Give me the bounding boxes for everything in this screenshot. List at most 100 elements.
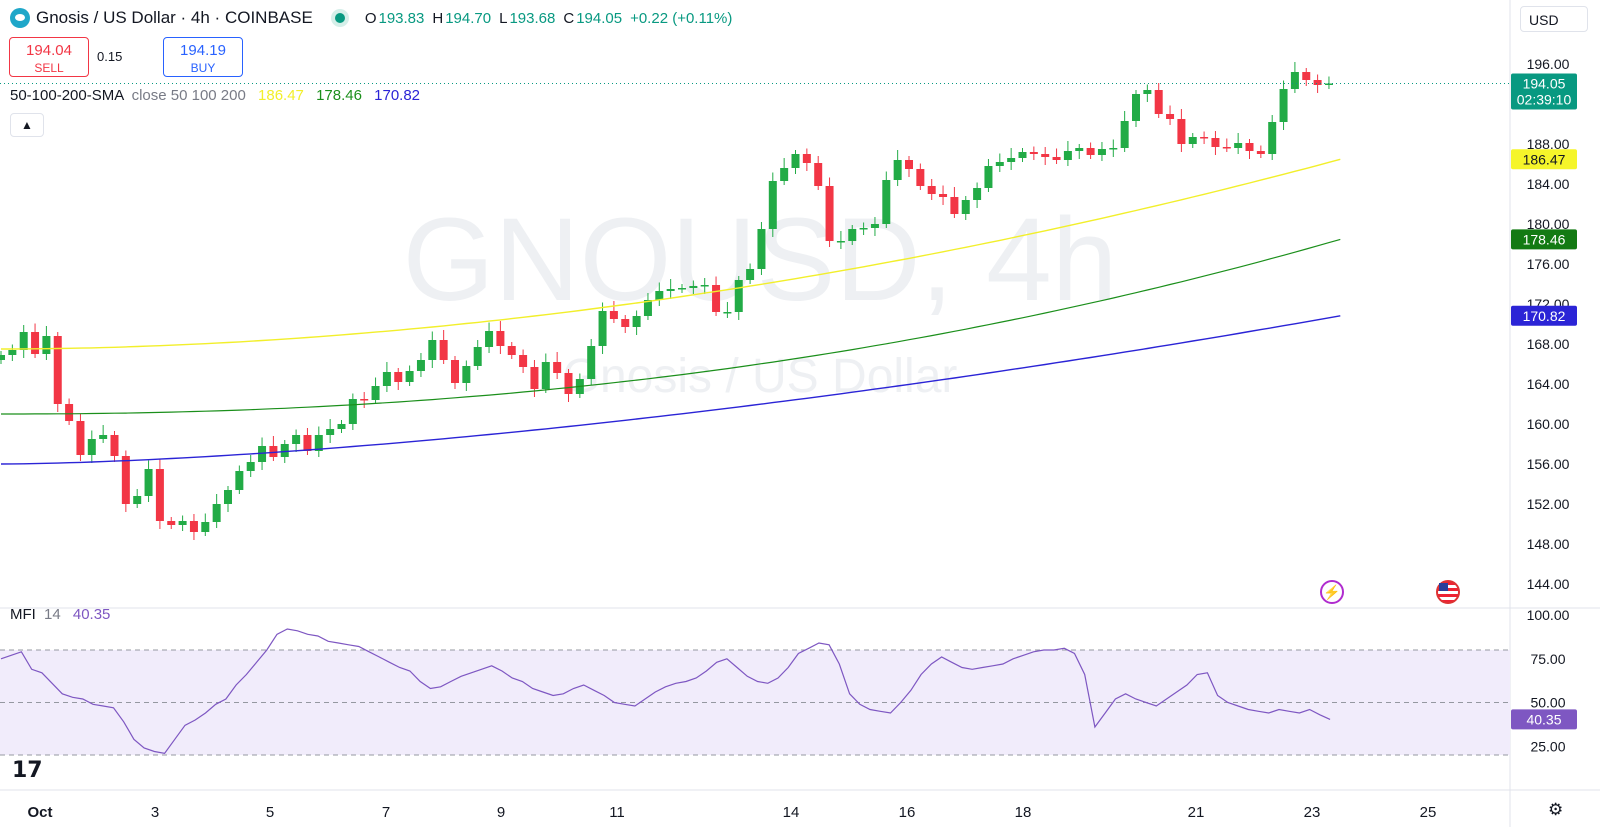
mfi-legend[interactable]: MFI 14 40.35 — [10, 606, 110, 623]
gear-icon[interactable]: ⚙ — [1548, 800, 1564, 819]
sma-indicator-legend[interactable]: 50-100-200-SMA close 50 100 200 186.47 1… — [10, 87, 420, 104]
currency-selector[interactable]: USD — [1520, 6, 1588, 32]
price-tick-label: 164.00 — [1527, 376, 1570, 392]
sma100-line — [1, 238, 1341, 415]
candle-body — [553, 362, 562, 373]
mfi-tick-label: 75.00 — [1530, 651, 1565, 667]
candle-body — [473, 347, 482, 366]
candle-body — [212, 504, 221, 522]
candle-body — [916, 169, 925, 186]
candle-body — [8, 350, 17, 355]
candle-body — [632, 316, 641, 327]
mfi-value: 40.35 — [72, 606, 111, 623]
candle-body — [1097, 149, 1106, 155]
candle-body — [836, 241, 845, 243]
candle-body — [1007, 158, 1016, 162]
candle-body — [121, 456, 130, 504]
candle-body — [961, 200, 970, 214]
sma50-line — [1, 158, 1341, 350]
candle-body — [1245, 143, 1254, 151]
price-tick-label: 196.00 — [1527, 56, 1570, 72]
price-tick-label: 184.00 — [1527, 176, 1570, 192]
candle-body — [519, 355, 528, 367]
candle-body — [643, 300, 652, 316]
candle-body — [825, 186, 834, 241]
candle-body — [1200, 137, 1209, 139]
candle-body — [258, 446, 267, 462]
candle-body — [189, 521, 198, 532]
candle-body — [65, 404, 74, 421]
buy-label: BUY — [190, 61, 216, 75]
candle-body — [348, 399, 357, 424]
candle-body — [1109, 148, 1118, 150]
candle-body — [382, 372, 391, 386]
buy-button[interactable]: 194.19 BUY — [163, 37, 243, 77]
candle-body — [712, 285, 721, 312]
candle-body — [1166, 114, 1175, 119]
symbol-title[interactable]: Gnosis / US Dollar · 4h · COINBASE — [36, 8, 313, 27]
candle-body — [666, 289, 675, 291]
candle-body — [1313, 80, 1322, 85]
candle-body — [337, 424, 346, 429]
sell-label: SELL — [34, 61, 64, 75]
candle-body — [42, 336, 51, 354]
price-tick-label: 144.00 — [1527, 576, 1570, 592]
candle-body — [87, 439, 96, 455]
candle-body — [110, 435, 119, 456]
ohlc-close: C 194.05 — [563, 9, 623, 27]
candle-body — [53, 336, 62, 404]
time-tick-label: 25 — [1420, 804, 1437, 821]
candle-body — [1290, 72, 1299, 89]
mfi-line — [0, 628, 1331, 754]
price-tick-label: 152.00 — [1527, 496, 1570, 512]
candle-body — [530, 367, 539, 389]
sma100-price-tag-bg — [1511, 229, 1577, 250]
candle-body — [1029, 152, 1038, 154]
candle-body — [507, 346, 516, 355]
time-tick-label: 7 — [382, 804, 390, 821]
candle-body — [757, 229, 766, 269]
buy-price: 194.19 — [180, 42, 226, 59]
price-tick-label: 180.00 — [1527, 216, 1570, 232]
candle-body — [1052, 157, 1061, 160]
candle-body — [1256, 151, 1265, 154]
candle-body — [814, 163, 823, 186]
candle-body — [1177, 119, 1186, 144]
time-tick-label: 9 — [497, 804, 505, 821]
candle-body — [303, 435, 312, 451]
candle-body — [326, 429, 335, 435]
sma50-price-tag: 186.47 — [1523, 151, 1566, 167]
ohlc-low: L 193.68 — [499, 9, 556, 27]
candle-body — [1302, 72, 1311, 80]
tradingview-logo-icon[interactable]: 17 — [12, 758, 43, 783]
candle-body — [973, 188, 982, 200]
time-tick-label: 16 — [899, 804, 916, 821]
time-tick-label: 11 — [609, 804, 625, 821]
collapse-legend-button[interactable]: ▲ — [10, 113, 44, 137]
chevron-up-icon: ▲ — [21, 118, 33, 132]
candle-body — [280, 444, 289, 457]
candle-body — [1120, 121, 1129, 148]
candle-body — [1234, 143, 1243, 148]
sma200-price-tag: 170.82 — [1523, 308, 1566, 324]
candle-body — [541, 362, 550, 389]
candle-body — [893, 160, 902, 180]
candle-body — [451, 360, 459, 383]
time-tick-label: Oct — [27, 804, 52, 821]
sma-indicator-name: 50-100-200-SMA — [10, 87, 124, 104]
candle-body — [950, 197, 959, 214]
candle-body — [1086, 148, 1095, 155]
lightning-event-icon[interactable]: ⚡ — [1320, 580, 1344, 604]
sell-button[interactable]: 194.04 SELL — [9, 37, 89, 77]
candle-body — [428, 340, 437, 360]
candle-body — [371, 386, 380, 400]
market-status-icon[interactable] — [334, 13, 345, 23]
bar-countdown: 02:39:10 — [1517, 92, 1572, 108]
last-price-tag-bg — [1511, 73, 1577, 110]
sell-price: 194.04 — [26, 42, 72, 59]
us-flag-event-icon[interactable] — [1436, 580, 1460, 604]
mfi-tick-label: 25.00 — [1530, 738, 1565, 754]
candle-body — [984, 166, 993, 188]
candle-body — [31, 332, 40, 354]
